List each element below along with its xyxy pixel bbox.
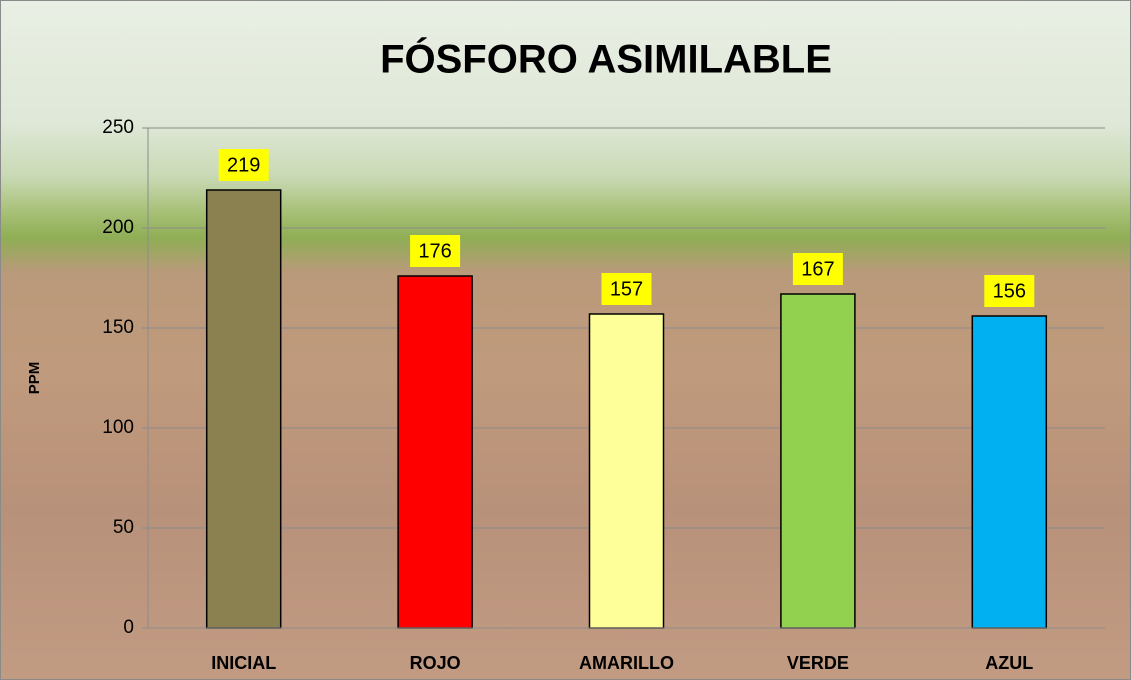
bar xyxy=(588,313,665,629)
y-tick-label: 50 xyxy=(113,517,134,538)
x-tick-label: AMARILLO xyxy=(579,653,674,673)
data-label: 167 xyxy=(801,258,834,280)
y-axis-label: PPM xyxy=(26,362,43,395)
data-label-box xyxy=(601,273,652,305)
y-tick-label: 100 xyxy=(102,417,134,438)
bar xyxy=(205,189,282,629)
chart-title: FÓSFORO ASIMILABLE xyxy=(380,36,832,82)
x-tick-label: ROJO xyxy=(410,653,461,673)
y-tick-label: 200 xyxy=(102,217,134,238)
x-tick-label: VERDE xyxy=(787,653,849,673)
y-tick-label: 150 xyxy=(102,317,134,338)
bar xyxy=(971,315,1048,629)
data-label-box xyxy=(792,253,843,285)
y-tick-label: 0 xyxy=(123,617,134,638)
data-label-box xyxy=(410,235,461,267)
x-tick-label: AZUL xyxy=(985,653,1033,673)
data-label: 157 xyxy=(610,278,643,300)
data-label: 219 xyxy=(227,154,260,176)
y-tick-label: 250 xyxy=(102,117,134,138)
data-label: 156 xyxy=(993,280,1026,302)
data-label-box xyxy=(984,275,1035,307)
bar xyxy=(780,293,856,629)
bar xyxy=(397,275,473,629)
x-tick-label: INICIAL xyxy=(211,653,276,673)
data-label-box xyxy=(218,149,269,181)
data-label: 176 xyxy=(418,240,451,262)
